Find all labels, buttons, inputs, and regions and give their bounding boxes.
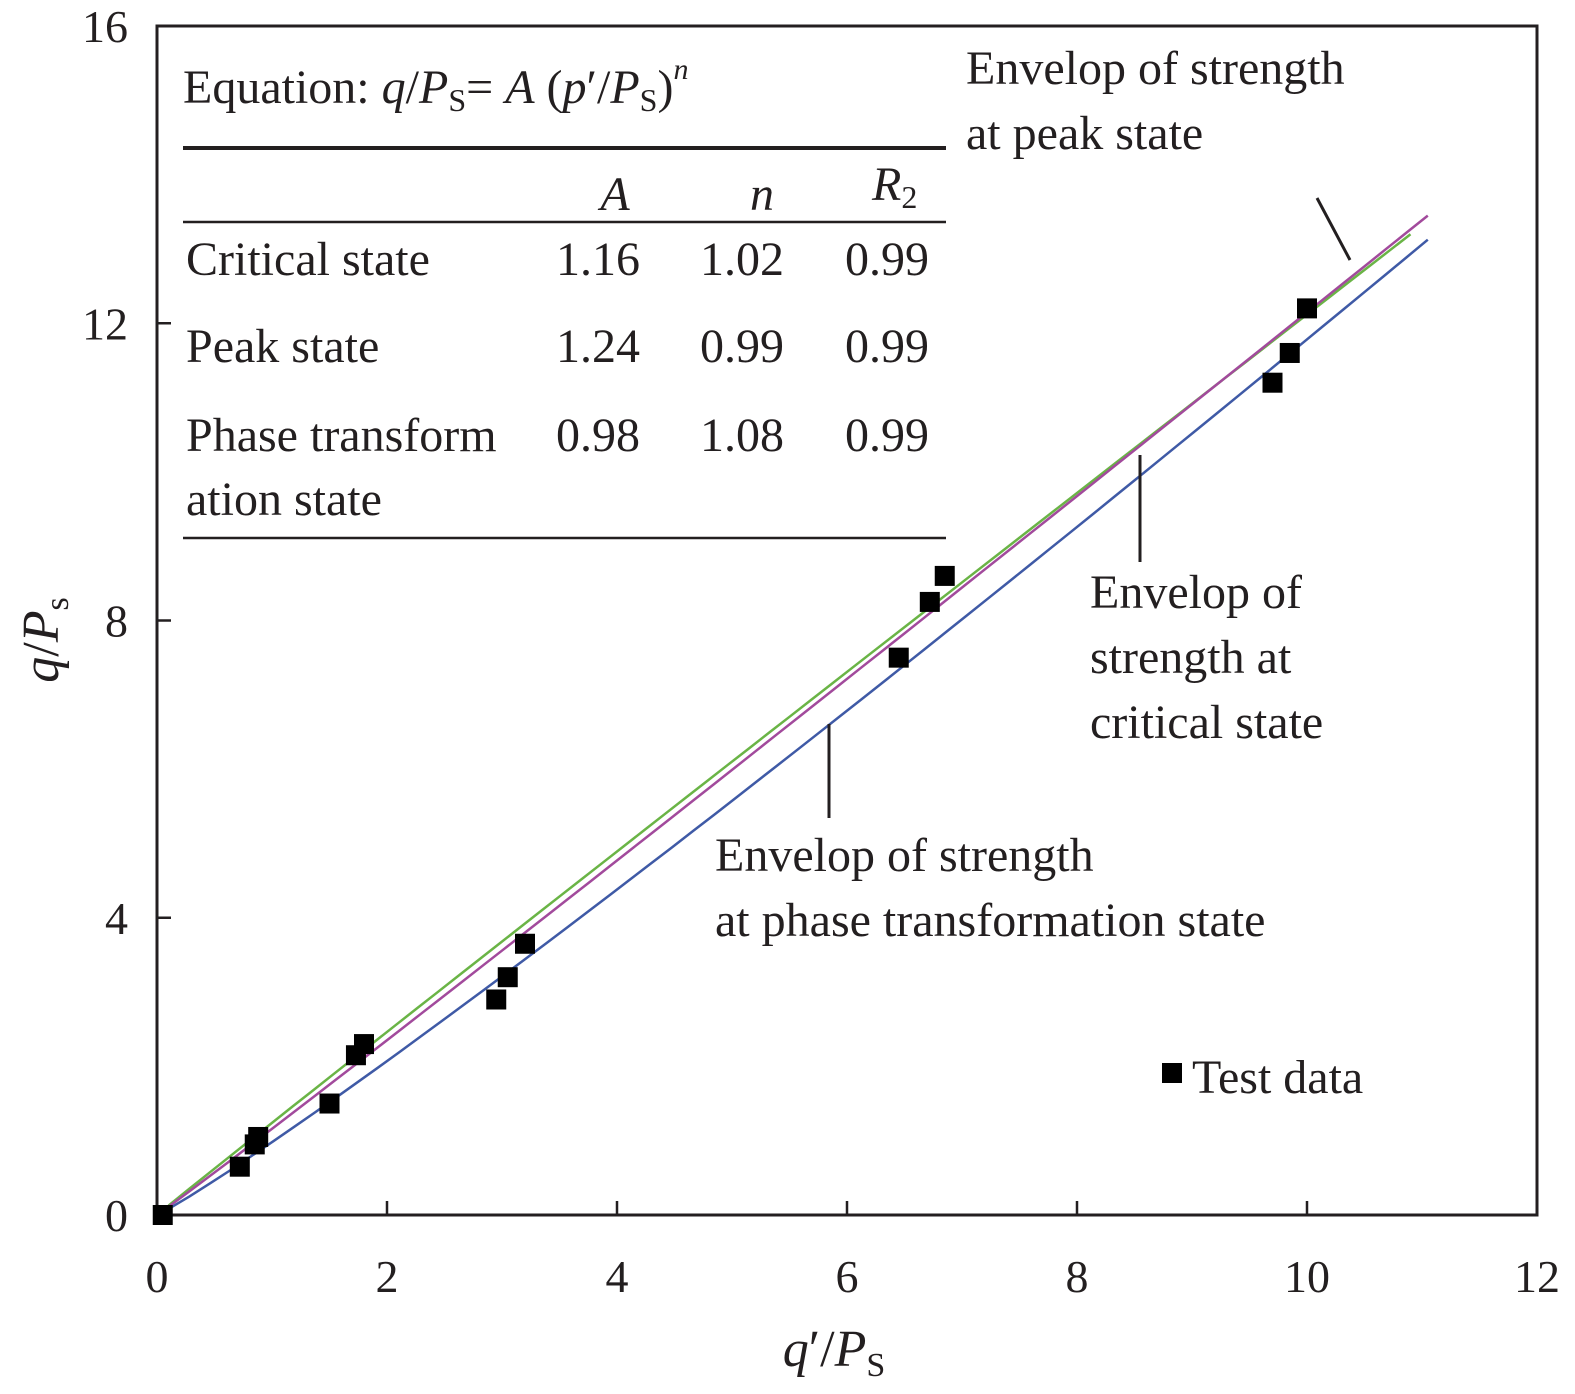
data-point — [1262, 372, 1283, 393]
row-phase-R2: 0.99 — [845, 409, 929, 462]
x-tick-label: 12 — [1514, 1251, 1560, 1302]
data-point — [152, 1205, 173, 1225]
fit-lines — [167, 214, 1429, 1210]
x-tick-label: 10 — [1284, 1251, 1330, 1302]
row-critical-label: Critical state — [186, 233, 430, 286]
annotation-peak-leader — [1315, 197, 1352, 261]
annotation-critical-line1: Envelop of — [1090, 566, 1302, 619]
data-point — [229, 1156, 250, 1177]
row-phase-n: 1.08 — [700, 409, 784, 462]
data-point — [919, 591, 940, 612]
annotation-peak-line1: Envelop of strength — [966, 42, 1345, 95]
annotation-peak-line2: at peak state — [966, 107, 1203, 160]
axis-ticks: 0 2 4 6 8 10 12 0 4 8 12 16 — [82, 1, 1560, 1302]
data-point — [319, 1093, 340, 1114]
row-peak-R2: 0.99 — [845, 320, 929, 373]
data-point — [486, 989, 507, 1010]
annotation-critical-line2: strength at — [1090, 631, 1292, 684]
x-tick-label: 8 — [1066, 1251, 1089, 1302]
header-n: n — [750, 168, 774, 221]
legend-label: Test data — [1192, 1051, 1363, 1104]
data-point — [497, 967, 518, 988]
x-axis-label: q′/PS — [783, 1321, 886, 1384]
test-data-points — [152, 298, 1317, 1225]
data-point — [354, 1034, 374, 1055]
fit-line — [167, 214, 1429, 1208]
data-point — [888, 647, 909, 668]
annotation-phase-line1: Envelop of strength — [715, 829, 1094, 882]
header-R2: R2 — [871, 158, 917, 215]
y-axis-label: q/Ps — [13, 597, 76, 682]
row-peak-label: Peak state — [186, 320, 379, 373]
fit-table: Equation: q/PS= A (p′/PS)n A n R2 Critic… — [183, 53, 946, 540]
equation-text: Equation: q/PS= A (p′/PS)n — [183, 53, 688, 118]
data-point — [248, 1126, 269, 1147]
data-point — [934, 565, 955, 586]
y-tick-label: 12 — [82, 298, 128, 349]
fit-line — [167, 238, 1429, 1210]
legend: Test data — [1162, 1051, 1363, 1104]
row-phase-label-2: ation state — [186, 473, 382, 526]
y-tick-label: 4 — [105, 893, 128, 944]
row-phase-A: 0.98 — [556, 409, 640, 462]
annotation-peak: Envelop of strength at peak state — [966, 42, 1352, 261]
data-point — [515, 933, 535, 954]
header-A: A — [597, 168, 630, 221]
x-tick-label: 4 — [606, 1251, 629, 1302]
row-critical-n: 1.02 — [700, 233, 784, 286]
annotation-critical-line3: critical state — [1090, 696, 1323, 749]
row-phase-label: Phase transform — [186, 409, 497, 462]
x-tick-label: 0 — [146, 1251, 169, 1302]
row-critical-R2: 0.99 — [845, 233, 929, 286]
data-point — [1279, 342, 1300, 363]
row-peak-A: 1.24 — [556, 320, 640, 373]
row-critical-A: 1.16 — [556, 233, 640, 286]
data-point — [1297, 298, 1317, 319]
annotation-critical: Envelop of strength at critical state — [1090, 455, 1323, 749]
y-tick-label: 16 — [82, 1, 128, 52]
row-peak-n: 0.99 — [700, 320, 784, 373]
y-tick-label: 8 — [105, 596, 128, 647]
annotation-phase: Envelop of strength at phase transformat… — [715, 724, 1265, 947]
legend-marker — [1162, 1063, 1182, 1083]
x-tick-label: 2 — [376, 1251, 399, 1302]
x-tick-label: 6 — [836, 1251, 859, 1302]
annotation-phase-line2: at phase transformation state — [715, 894, 1265, 947]
y-tick-label: 0 — [105, 1190, 128, 1241]
